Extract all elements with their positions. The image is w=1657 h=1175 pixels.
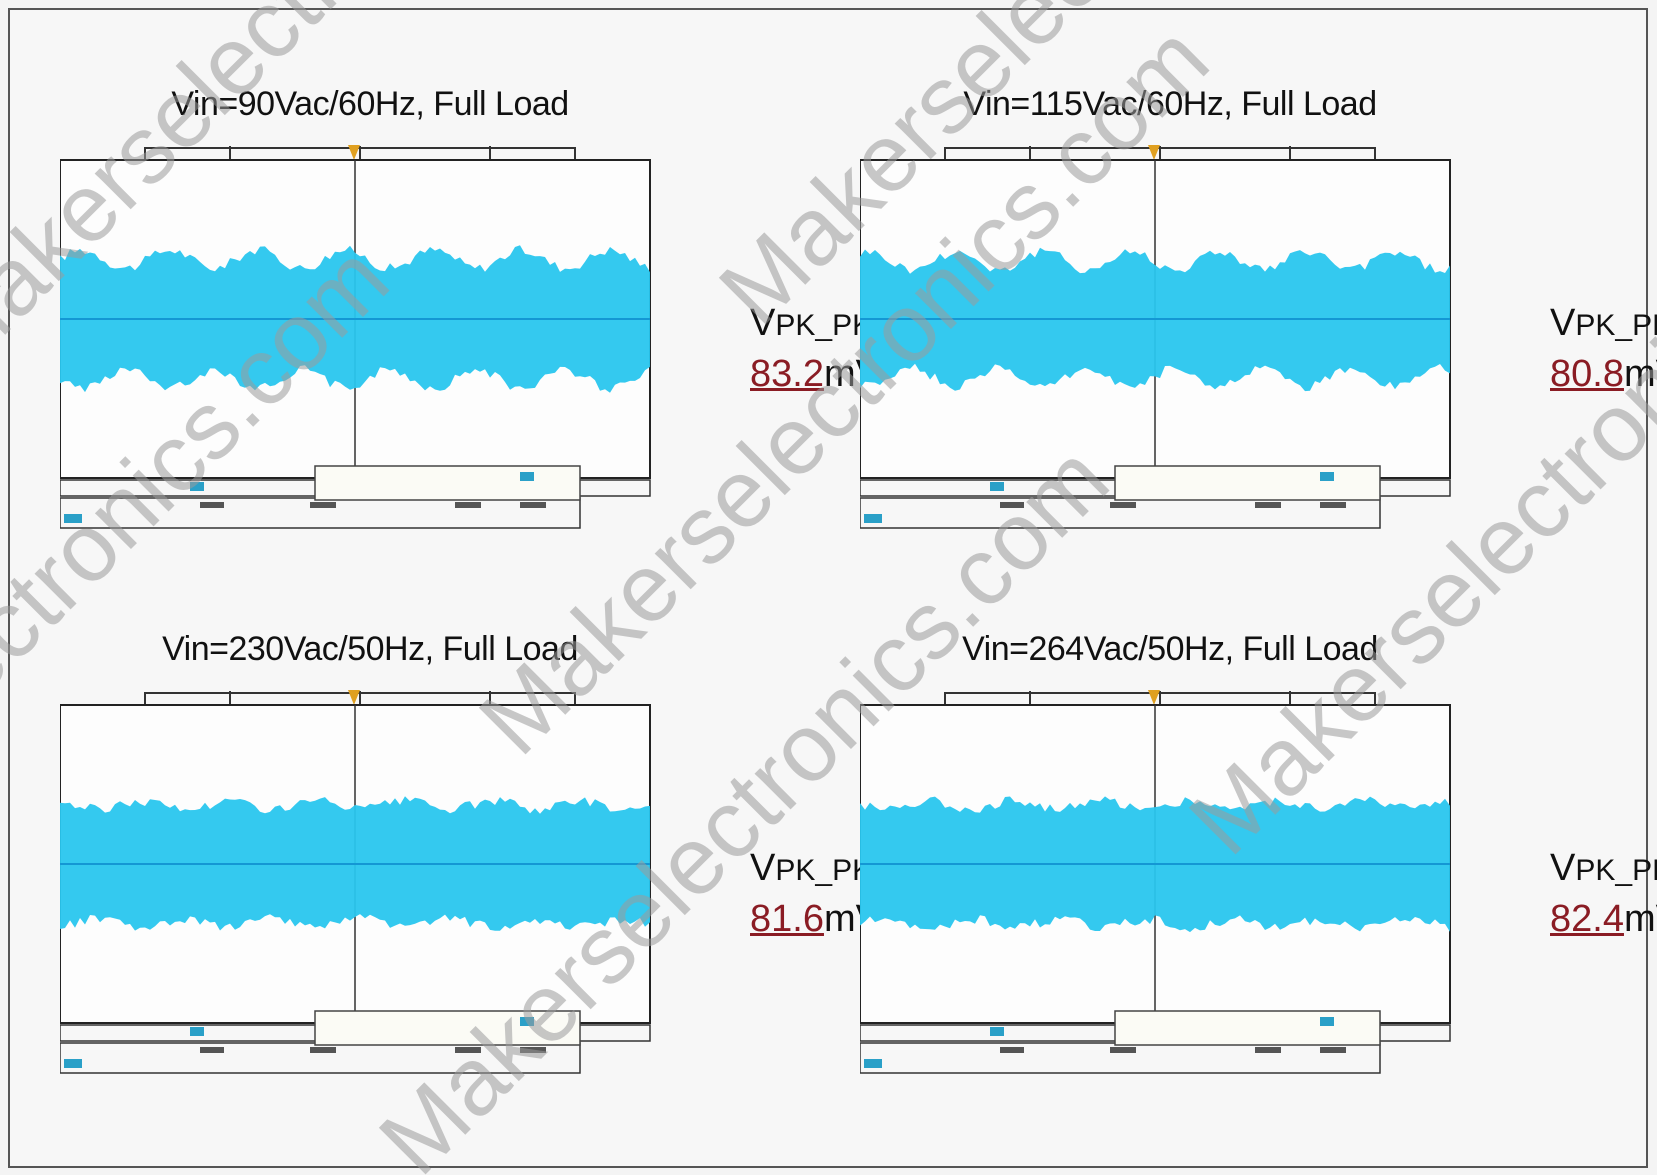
channel-badge bbox=[64, 514, 82, 523]
status-glyph bbox=[200, 1047, 224, 1053]
status-glyph bbox=[520, 1047, 546, 1053]
channel-badge bbox=[190, 482, 204, 491]
scope-panel-2: Vin=115Vac/60Hz, Full Load › VPK_PK 80.8… bbox=[860, 10, 1657, 530]
trigger-marker bbox=[1148, 145, 1160, 160]
panel-title: Vin=90Vac/60Hz, Full Load bbox=[171, 85, 569, 123]
channel-badge bbox=[864, 1059, 882, 1068]
channel-badge bbox=[190, 1027, 204, 1036]
figure-frame: Vin=90Vac/60Hz, Full Load › VPK_PK 83.2m… bbox=[8, 8, 1657, 1168]
vpp-value: 80.8 bbox=[1550, 353, 1624, 396]
channel-badge bbox=[864, 514, 882, 523]
status-glyph bbox=[1255, 1047, 1281, 1053]
status-glyph bbox=[520, 502, 546, 508]
status-glyph bbox=[1320, 1047, 1346, 1053]
vpp-value: 83.2 bbox=[750, 353, 824, 396]
status-glyph bbox=[200, 502, 224, 508]
trigger-marker bbox=[348, 690, 360, 705]
status-glyph bbox=[455, 502, 481, 508]
trigger-marker bbox=[348, 145, 360, 160]
scope-panel-3: Vin=230Vac/50Hz, Full Load › VPK_PK 81.6… bbox=[60, 555, 881, 1075]
channel-badge bbox=[1320, 1017, 1334, 1026]
scope-panel-1: Vin=90Vac/60Hz, Full Load › VPK_PK 83.2m… bbox=[60, 10, 881, 530]
readout-box bbox=[1114, 465, 1381, 501]
status-glyph bbox=[1000, 1047, 1024, 1053]
vpp-readout: VPK_PK 80.8mV bbox=[1550, 298, 1657, 401]
scope-panel-4: Vin=264Vac/50Hz, Full Load › VPK_PK 82.4… bbox=[860, 555, 1657, 1075]
channel-badge bbox=[520, 1017, 534, 1026]
oscilloscope-capture: › bbox=[60, 145, 651, 529]
status-glyph bbox=[1255, 502, 1281, 508]
channel-badge bbox=[990, 482, 1004, 491]
panel-title: Vin=230Vac/50Hz, Full Load bbox=[162, 630, 578, 668]
vpp-readout: VPK_PK 83.2mV bbox=[750, 302, 881, 396]
oscilloscope-capture: › bbox=[60, 690, 651, 1074]
readout-box bbox=[314, 1010, 581, 1046]
status-glyph bbox=[1110, 502, 1136, 508]
vpp-value: 81.6 bbox=[750, 898, 824, 941]
channel-badge bbox=[1320, 472, 1334, 481]
status-glyph bbox=[310, 1047, 336, 1053]
readout-box bbox=[1114, 1010, 1381, 1046]
panel-title: Vin=264Vac/50Hz, Full Load bbox=[962, 630, 1378, 668]
vpp-readout: VPK_PK 82.4mV bbox=[1550, 843, 1657, 946]
status-glyph bbox=[1320, 502, 1346, 508]
status-glyph bbox=[1110, 1047, 1136, 1053]
oscilloscope-capture: › bbox=[860, 145, 1451, 529]
trigger-marker bbox=[1148, 690, 1160, 705]
channel-badge bbox=[990, 1027, 1004, 1036]
status-glyph bbox=[455, 1047, 481, 1053]
status-glyph bbox=[1000, 502, 1024, 508]
channel-badge bbox=[64, 1059, 82, 1068]
status-glyph bbox=[310, 502, 336, 508]
readout-box bbox=[314, 465, 581, 501]
vpp-unit: mV bbox=[1623, 898, 1657, 941]
vpp-value: 82.4 bbox=[1550, 898, 1624, 941]
channel-badge bbox=[520, 472, 534, 481]
panel-title: Vin=115Vac/60Hz, Full Load bbox=[963, 85, 1377, 123]
vpp-unit: mV bbox=[1623, 353, 1657, 396]
oscilloscope-capture: › bbox=[860, 690, 1451, 1074]
